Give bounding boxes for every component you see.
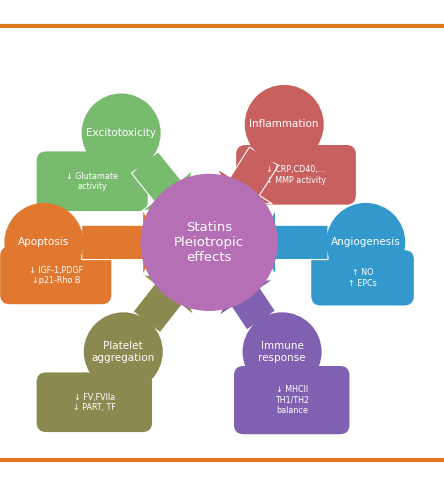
Polygon shape bbox=[82, 210, 162, 275]
Text: ↓ IGF-1,PDGF
↓p21-Rho B: ↓ IGF-1,PDGF ↓p21-Rho B bbox=[29, 266, 83, 285]
Text: ↑ NO
↑ EPCs: ↑ NO ↑ EPCs bbox=[348, 268, 377, 288]
Text: Platelet
aggregation: Platelet aggregation bbox=[91, 341, 155, 362]
FancyBboxPatch shape bbox=[36, 372, 152, 432]
FancyBboxPatch shape bbox=[311, 250, 414, 305]
FancyBboxPatch shape bbox=[234, 366, 349, 434]
Circle shape bbox=[246, 86, 322, 162]
Text: Immune
response: Immune response bbox=[258, 341, 306, 362]
Circle shape bbox=[86, 314, 161, 390]
Circle shape bbox=[328, 204, 404, 280]
Text: Medscape®: Medscape® bbox=[13, 6, 91, 19]
Text: Inflammation: Inflammation bbox=[250, 120, 319, 130]
Text: ↓ CRP,CD40,...
↓ MMP activity: ↓ CRP,CD40,... ↓ MMP activity bbox=[266, 165, 326, 184]
Circle shape bbox=[83, 95, 159, 171]
Polygon shape bbox=[256, 210, 328, 275]
Text: Statins
Pleiotropic
effects: Statins Pleiotropic effects bbox=[174, 221, 244, 264]
Polygon shape bbox=[133, 275, 194, 333]
FancyBboxPatch shape bbox=[0, 247, 111, 304]
Circle shape bbox=[143, 176, 276, 309]
Polygon shape bbox=[217, 147, 278, 204]
Text: Source: Ther Adv Cardiovasc Dis © 2008 London: SAGE: Source: Ther Adv Cardiovasc Dis © 2008 L… bbox=[208, 467, 431, 476]
FancyBboxPatch shape bbox=[36, 151, 148, 211]
Text: ↓ FV,FVIIa
↓ PART, TF: ↓ FV,FVIIa ↓ PART, TF bbox=[73, 393, 116, 412]
Text: Excitotoxicity: Excitotoxicity bbox=[86, 128, 156, 138]
Text: www.medscape.com: www.medscape.com bbox=[143, 8, 257, 18]
Polygon shape bbox=[219, 280, 275, 330]
Circle shape bbox=[6, 204, 82, 280]
FancyBboxPatch shape bbox=[236, 145, 356, 204]
Polygon shape bbox=[131, 152, 193, 211]
Circle shape bbox=[244, 314, 320, 390]
Text: ↓ MHCII
TH1/TH2
balance: ↓ MHCII TH1/TH2 balance bbox=[275, 385, 309, 415]
Text: Angiogenesis: Angiogenesis bbox=[331, 238, 400, 247]
Text: Apoptosis: Apoptosis bbox=[18, 238, 70, 247]
Text: ↓ Glutamate
activity: ↓ Glutamate activity bbox=[66, 171, 118, 191]
